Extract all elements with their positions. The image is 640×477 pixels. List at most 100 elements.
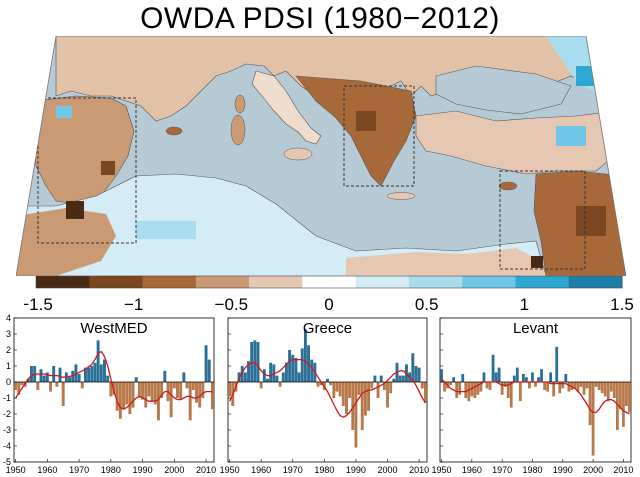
data-bar xyxy=(201,382,205,398)
data-bar xyxy=(153,382,157,405)
colorbar-tick-label: −1.5 xyxy=(24,295,53,314)
data-bar xyxy=(256,342,260,382)
data-bar xyxy=(348,382,352,398)
sicily xyxy=(283,147,313,161)
data-bar xyxy=(603,382,607,397)
cyprus xyxy=(498,181,518,191)
data-bar xyxy=(373,375,377,382)
data-bar xyxy=(600,382,604,394)
data-bar xyxy=(615,382,619,430)
data-bar xyxy=(561,382,565,389)
x-tick-label: 1980 xyxy=(522,465,542,475)
x-tick-label: 2000 xyxy=(164,465,184,475)
data-bar xyxy=(316,382,320,387)
data-bar xyxy=(537,377,540,382)
data-bar xyxy=(506,382,510,398)
data-bar xyxy=(125,382,129,405)
data-bar xyxy=(543,382,546,390)
data-bar xyxy=(332,382,336,398)
x-tick-label: 2000 xyxy=(378,465,398,475)
map-frame xyxy=(16,36,626,276)
data-bar xyxy=(558,382,562,394)
colorbar-swatch xyxy=(462,276,516,288)
x-tick-label: 1990 xyxy=(346,465,366,475)
data-bar xyxy=(351,382,355,430)
data-bar xyxy=(420,382,424,389)
data-bar xyxy=(112,382,116,395)
data-bar xyxy=(470,382,474,397)
data-bar xyxy=(494,372,498,382)
data-bar xyxy=(512,375,516,382)
data-bar xyxy=(357,382,361,395)
data-bar xyxy=(503,382,507,387)
data-bar xyxy=(341,382,345,406)
colorbar-tick-label: −0.5 xyxy=(215,295,249,314)
data-bar xyxy=(118,382,122,419)
x-tick-label: 2000 xyxy=(583,465,603,475)
x-tick-label: 1950 xyxy=(220,465,240,475)
colorbar-swatch xyxy=(355,276,410,288)
data-bar xyxy=(549,372,553,382)
x-tick-label: 1990 xyxy=(553,465,573,475)
data-bar xyxy=(237,372,241,382)
panel-frame xyxy=(439,317,632,463)
data-bar xyxy=(319,382,323,386)
corsica xyxy=(234,94,246,114)
y-tick-label: 2 xyxy=(6,345,11,355)
north-africa-land xyxy=(16,173,547,276)
x-tick-label: 1950 xyxy=(432,465,452,475)
colorbar-swatch xyxy=(195,276,250,288)
colorbar-tick-label: 0 xyxy=(324,295,333,314)
data-bar xyxy=(479,382,483,392)
dry-cell xyxy=(531,256,543,268)
data-bar xyxy=(284,362,288,382)
data-bar xyxy=(131,382,135,408)
y-tick-label: -2 xyxy=(3,409,11,419)
data-bar xyxy=(20,382,24,386)
data-bar xyxy=(210,382,214,410)
westmed-region-box xyxy=(37,97,137,244)
westmed-panel: 1950 1960 1970 1980 1990 2000 2010 4 3 2 1 0 -1 -2 -3 -… xyxy=(3,313,216,475)
data-bar xyxy=(207,359,211,382)
x-tick-label: 1960 xyxy=(37,465,57,475)
data-bar xyxy=(134,377,138,382)
colorbar-tick-label: −1 xyxy=(124,295,143,314)
data-bar xyxy=(452,377,456,382)
data-bar xyxy=(288,350,292,382)
morocco-land xyxy=(16,208,116,276)
data-bar xyxy=(570,382,574,390)
data-bar xyxy=(509,382,513,408)
data-bar xyxy=(281,372,285,382)
data-bar xyxy=(163,370,167,382)
panel-title: Greece xyxy=(303,320,352,337)
data-bar xyxy=(45,372,49,382)
data-bar xyxy=(160,382,164,398)
data-bar xyxy=(191,382,195,390)
x-tick-label: 2010 xyxy=(613,465,633,475)
colorbar-tick-label: 1 xyxy=(520,295,529,314)
data-bar xyxy=(485,382,489,389)
dry-cell xyxy=(576,206,606,236)
italy-land xyxy=(251,70,322,145)
data-bar xyxy=(531,372,534,382)
data-bar xyxy=(87,367,91,382)
data-bar xyxy=(555,346,559,382)
data-bar xyxy=(39,369,43,382)
data-bar xyxy=(17,382,21,395)
levant-panel: 1950 1960 1970 1980 1990 2000 2010 Levant xyxy=(432,317,633,475)
y-tick-label: 4 xyxy=(6,313,11,323)
x-tick-label: 1970 xyxy=(283,465,303,475)
data-bar xyxy=(443,382,446,392)
data-bar xyxy=(58,367,62,382)
data-bar xyxy=(182,372,186,382)
data-bar xyxy=(106,375,110,382)
data-bar xyxy=(628,382,631,413)
data-bar xyxy=(449,382,453,386)
data-bar xyxy=(497,367,501,382)
data-bar xyxy=(335,382,339,392)
data-bar xyxy=(310,359,314,382)
data-bar xyxy=(80,382,84,389)
data-bar xyxy=(528,382,531,389)
data-bar xyxy=(367,382,371,411)
x-tick-label: 1970 xyxy=(69,465,89,475)
